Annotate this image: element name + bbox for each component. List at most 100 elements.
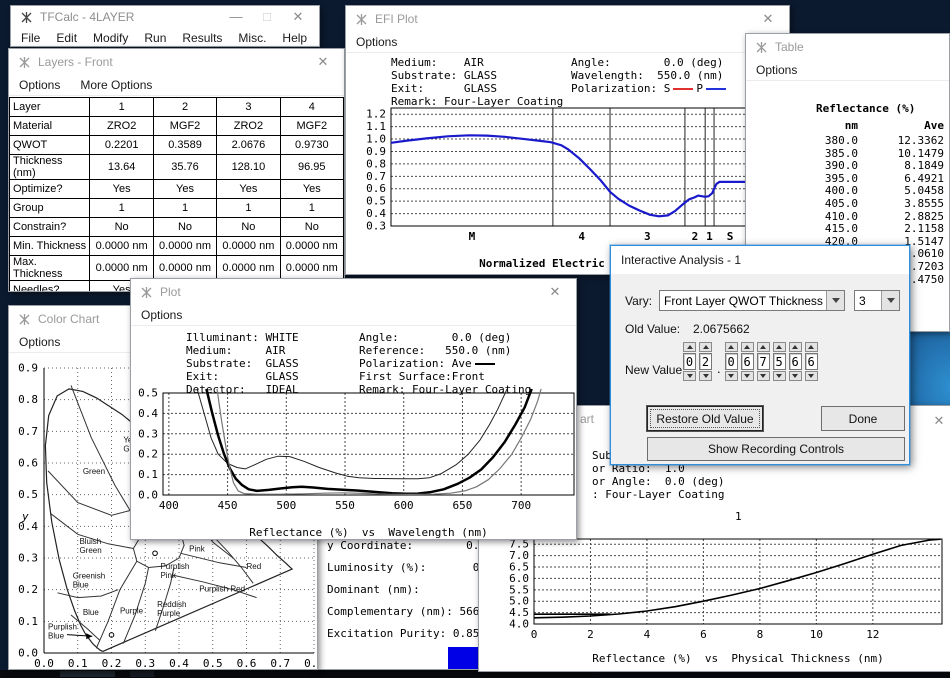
layer-cell[interactable]: No [280,218,343,237]
increment-button[interactable] [789,342,802,352]
layer-cell[interactable]: 0.0000 nm [280,237,343,256]
digit-value[interactable]: 6 [741,353,754,370]
ia-titlebar[interactable]: Interactive Analysis - 1 [611,246,909,274]
digit-value[interactable]: 7 [757,353,770,370]
row-label: Thickness (nm) [10,155,90,180]
layer-cell[interactable]: 1 [153,199,216,218]
increment-button[interactable] [805,342,818,352]
layer-cell[interactable]: 0.3589 [153,136,216,155]
close-icon[interactable]: ✕ [311,50,335,74]
menu-item[interactable]: Run [144,31,166,45]
menu-item[interactable]: File [21,31,40,45]
layer-cell[interactable]: 0.0000 nm [217,237,280,256]
layer-cell[interactable]: 0.0000 nm [217,256,280,281]
menu-item[interactable]: Options [356,35,397,49]
layer-cell[interactable]: ZRO2 [90,117,153,136]
layer-cell[interactable]: 0.0000 nm [90,256,153,281]
menu-item[interactable]: Options [19,78,60,92]
layer-cell[interactable]: 0.9730 [280,136,343,155]
decrement-button[interactable] [725,371,738,381]
layer-cell[interactable]: 13.64 [90,155,153,180]
digit-value[interactable]: 2 [699,353,712,370]
layer-cell[interactable]: Yes [280,180,343,199]
layer-cell[interactable]: 0.0000 nm [153,237,216,256]
layer-cell[interactable]: MGF2 [153,117,216,136]
menu-item[interactable]: Misc. [238,31,266,45]
layer-cell[interactable]: 1 [280,199,343,218]
decrement-button[interactable] [773,371,786,381]
increment-button[interactable] [757,342,770,352]
layer-cell[interactable]: Yes [90,180,153,199]
menu-item[interactable]: Results [182,31,222,45]
close-icon[interactable]: ✕ [927,409,950,433]
digit-value[interactable]: 6 [789,353,802,370]
layer-cell[interactable]: 35.76 [153,155,216,180]
done-button[interactable]: Done [821,406,905,431]
layer-cell[interactable]: 2 [153,98,216,117]
decrement-button[interactable] [805,371,818,381]
decrement-button[interactable] [757,371,770,381]
layer-cell[interactable]: ZRO2 [217,117,280,136]
layers-titlebar[interactable]: Layers - Front ✕ [9,49,344,75]
old-value-label: Old Value: [625,322,680,336]
layer-cell[interactable]: No [153,218,216,237]
menu-item[interactable]: Edit [56,31,77,45]
layer-cell[interactable]: 1 [90,98,153,117]
layer-cell[interactable]: No [217,218,280,237]
table-titlebar[interactable]: Table [746,34,949,60]
plot-titlebar[interactable]: Plot ✕ [131,279,576,305]
layer-cell[interactable]: 128.10 [217,155,280,180]
tfcalc-titlebar[interactable]: TFCalc - 4LAYER — □ ✕ [11,6,319,28]
digit-value[interactable]: 0 [725,353,738,370]
decrement-button[interactable] [789,371,802,381]
layer-cell[interactable]: No [90,218,153,237]
minimize-icon[interactable]: — [224,5,248,29]
increment-button[interactable] [773,342,786,352]
maximize-icon[interactable]: □ [255,5,279,29]
column-header-nm: nm [798,119,858,132]
svg-text:0.4: 0.4 [366,207,386,220]
increment-button[interactable] [699,342,712,352]
layer-cell[interactable]: MGF2 [280,117,343,136]
menu-item[interactable]: Modify [93,31,128,45]
layer-cell[interactable]: 3 [217,98,280,117]
increment-button[interactable] [725,342,738,352]
efi-titlebar[interactable]: EFI Plot ✕ [346,6,789,32]
taskbar-segment[interactable] [60,671,115,677]
layer-cell[interactable]: 0.0000 nm [153,256,216,281]
layer-cell[interactable]: 0.0000 nm [90,237,153,256]
layer-cell[interactable]: 0.0000 nm [280,256,343,281]
menu-item[interactable]: Options [19,335,60,349]
layer-cell[interactable]: 4 [280,98,343,117]
menu-item[interactable]: Options [141,308,182,322]
increment-button[interactable] [683,342,696,352]
menu-item[interactable]: Options [756,63,797,77]
menu-item[interactable]: More Options [80,78,152,92]
digit-value[interactable]: 0 [683,353,696,370]
layer-cell[interactable]: Yes [217,180,280,199]
restore-old-value-button[interactable]: Restore Old Value [647,406,763,431]
chevron-down-icon[interactable] [881,291,899,310]
increment-button[interactable] [741,342,754,352]
close-icon[interactable]: ✕ [286,5,310,29]
close-icon[interactable]: ✕ [756,7,780,31]
decrement-button[interactable] [699,371,712,381]
decrement-button[interactable] [683,371,696,381]
chevron-down-icon[interactable] [826,291,844,310]
layer-cell[interactable]: 1 [217,199,280,218]
digit-value[interactable]: 6 [805,353,818,370]
menu-item[interactable]: Help [282,31,307,45]
vary-select[interactable]: Front Layer QWOT Thickness [659,290,845,311]
layer-cell[interactable]: 96.95 [280,155,343,180]
layer-cell[interactable]: 1 [90,199,153,218]
layer-cell[interactable]: Yes [153,180,216,199]
show-recording-controls-button[interactable]: Show Recording Controls [647,437,905,461]
layer-cell[interactable]: 2.0676 [217,136,280,155]
close-icon[interactable]: ✕ [543,280,567,304]
taskbar-segment[interactable] [130,671,154,677]
decrement-button[interactable] [741,371,754,381]
layer-cell[interactable]: 0.2201 [90,136,153,155]
layer-select[interactable]: 3 [854,290,900,311]
digit-value[interactable]: 5 [773,353,786,370]
svg-text:0.4: 0.4 [138,407,158,420]
